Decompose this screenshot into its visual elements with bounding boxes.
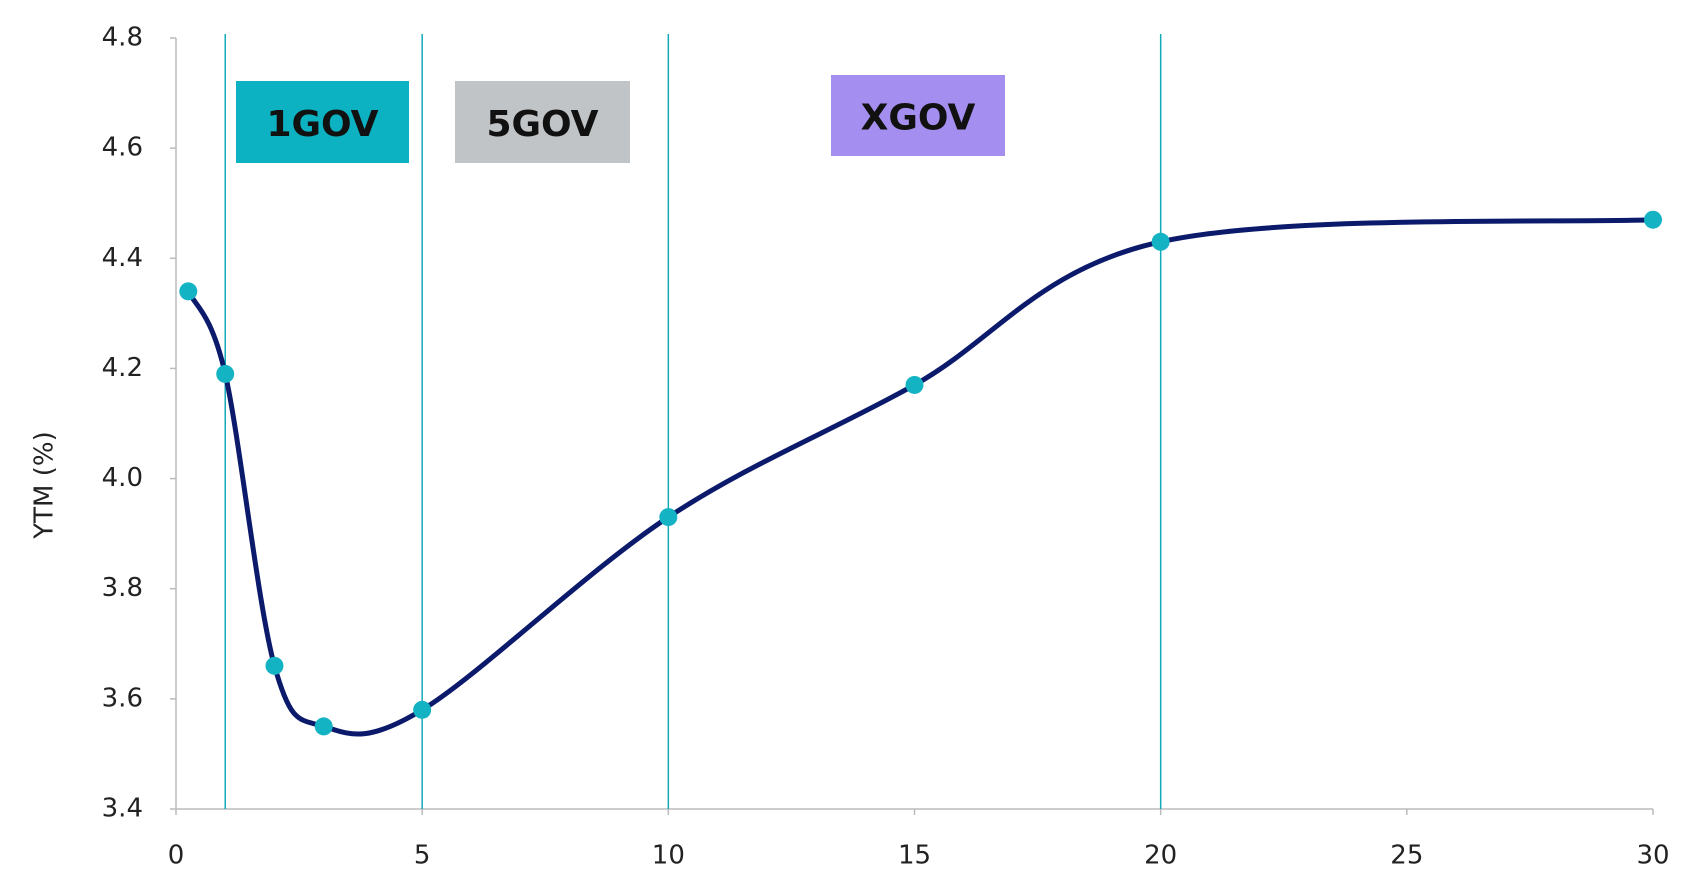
x-tick-label: 30 — [1636, 841, 1669, 871]
y-axis-title: YTM (%) — [30, 431, 60, 539]
y-tick-label: 3.4 — [102, 794, 143, 824]
x-tick-label: 15 — [898, 841, 931, 871]
y-tick-label: 4.8 — [102, 23, 143, 53]
marker — [905, 375, 924, 394]
y-tick-label: 4.0 — [102, 463, 143, 493]
annotation-box — [236, 81, 409, 163]
y-tick-label: 3.8 — [102, 573, 143, 603]
annotation: XGOV — [861, 98, 976, 139]
annotation: 1GOV — [266, 104, 378, 145]
x-tick-label: 10 — [652, 841, 685, 871]
marker — [1644, 210, 1662, 229]
marker — [216, 364, 235, 383]
marker — [265, 656, 284, 675]
annotation-box — [455, 81, 630, 163]
x-tick-label: 20 — [1144, 841, 1177, 871]
marker — [179, 282, 198, 301]
marker — [659, 508, 678, 527]
marker — [413, 700, 432, 719]
y-tick-label: 4.4 — [102, 243, 143, 273]
marker — [1151, 232, 1170, 251]
x-tick-label: 0 — [168, 841, 185, 871]
line — [186, 217, 1654, 737]
marker — [314, 717, 333, 736]
y-tick-label: 4.6 — [102, 133, 143, 163]
y-tick-label: 3.6 — [102, 683, 143, 713]
x-tick-label: 25 — [1390, 841, 1423, 871]
annotation: 5GOV — [486, 104, 598, 145]
x-tick-label: 5 — [414, 841, 431, 871]
annotation-box — [831, 75, 1005, 156]
y-tick-label: 4.2 — [102, 353, 143, 383]
